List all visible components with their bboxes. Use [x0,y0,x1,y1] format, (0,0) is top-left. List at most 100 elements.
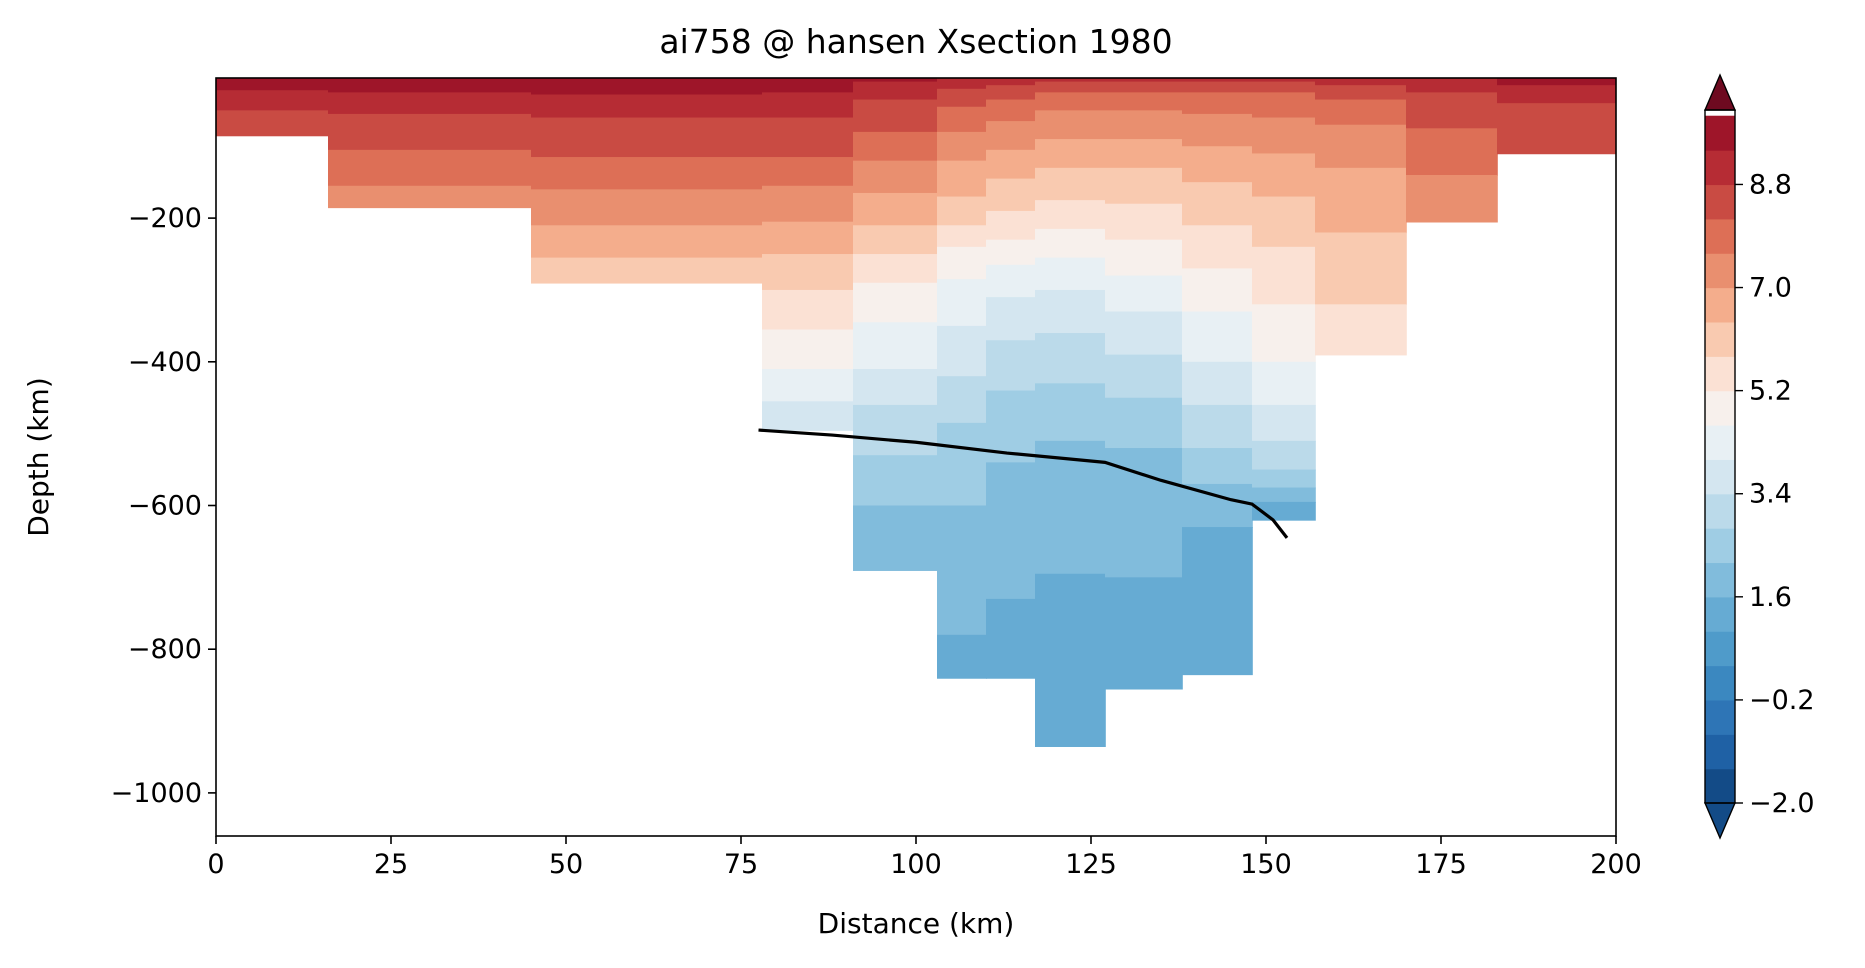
contour-band [986,598,1036,679]
contour-band [1315,78,1407,86]
contour-band [1497,78,1616,86]
contour-band [1497,85,1616,104]
contour-band [853,455,938,507]
contour-band [986,121,1036,151]
contour-band [1252,487,1316,503]
contour-band [1035,228,1106,259]
contour-band [762,78,854,94]
colorbar-segment [1705,184,1735,220]
contour-band [1182,268,1253,313]
contour-band [1315,85,1407,101]
contour-band [1182,448,1253,485]
contour-band [1105,275,1183,313]
contour-band [853,505,938,571]
contour-band [216,90,329,112]
contour-band [1105,448,1183,579]
contour-band [1035,573,1106,747]
contour-band [937,376,987,424]
contour-band [1252,304,1316,363]
colorbar-segment [1705,631,1735,667]
contour-band [1105,92,1183,112]
contour-band [853,192,938,227]
contour-band [1182,483,1253,528]
y-axis-label: Depth (km) [22,377,55,537]
colorbar-segment [1705,665,1735,701]
contour-band [1315,304,1407,356]
contour-band [937,325,987,377]
contour-band [986,340,1036,392]
contour-band [937,634,987,679]
contour-band [328,149,532,187]
contour-band [1035,92,1106,112]
contour-band [762,92,854,119]
contour-band [937,246,987,280]
contour-band [986,178,1036,212]
contour-band [937,106,987,133]
contour-band [531,257,763,284]
y-tick-label: −800 [128,634,202,665]
colorbar-segment [1705,390,1735,426]
contour-band [531,225,763,259]
contour-band [1182,404,1253,449]
contour-band [1105,354,1183,399]
contour-band [531,117,763,158]
contour-band [853,160,938,194]
contour-band [1252,361,1316,406]
contour-band [1182,146,1253,183]
contour-band [1035,289,1106,334]
contour-band [1105,203,1183,241]
contour-band [853,131,938,162]
contour-band [986,297,1036,342]
contour-band [1105,139,1183,169]
colorbar-extend-max [1703,73,1737,111]
colorbar-segment [1705,287,1735,323]
contour-band [986,99,1036,122]
contour-band [853,254,938,284]
x-tick-label: 125 [1065,849,1117,880]
contour-band [937,78,987,90]
contour-band [1406,128,1498,176]
contour-band [762,185,854,223]
colorbar-segment [1705,425,1735,460]
contour-band [1105,110,1183,140]
contour-band [1252,117,1316,155]
contour-band [762,368,854,403]
x-tick-label: 150 [1240,849,1292,880]
contour-band [1035,167,1106,201]
contour-band [762,401,854,431]
colorbar-segment [1705,528,1735,564]
contour-band [762,329,854,370]
contour-band [1252,153,1316,198]
colorbar-frame [1704,109,1736,804]
contour-band [1105,78,1183,83]
contour-band [1105,167,1183,205]
colorbar-segment [1705,596,1735,632]
colorbar-tick-label: 5.2 [1749,376,1792,407]
contour-band [1035,440,1106,575]
contour-band [531,189,763,227]
contour-band [1105,81,1183,94]
contour-band [1182,311,1253,363]
contour-band [1105,397,1183,449]
colorbar-segment [1705,218,1735,254]
contour-band [937,225,987,248]
contour-band [937,505,987,636]
contour-band [1252,246,1316,306]
contour-fill [216,78,1616,747]
contour-band [1252,81,1316,94]
contour-band [762,254,854,291]
contour-band [1182,81,1253,94]
contour-band [762,117,854,158]
contour-band [1182,182,1253,227]
contour-band [1252,78,1316,83]
contour-band [986,239,1036,266]
contour-band [531,78,763,96]
contour-band [853,282,938,324]
contour-band [853,99,938,133]
contour-band [853,322,938,370]
contour-band [1315,232,1407,306]
contour-band [986,149,1036,180]
contour-band [762,157,854,187]
contour-band [328,92,532,115]
